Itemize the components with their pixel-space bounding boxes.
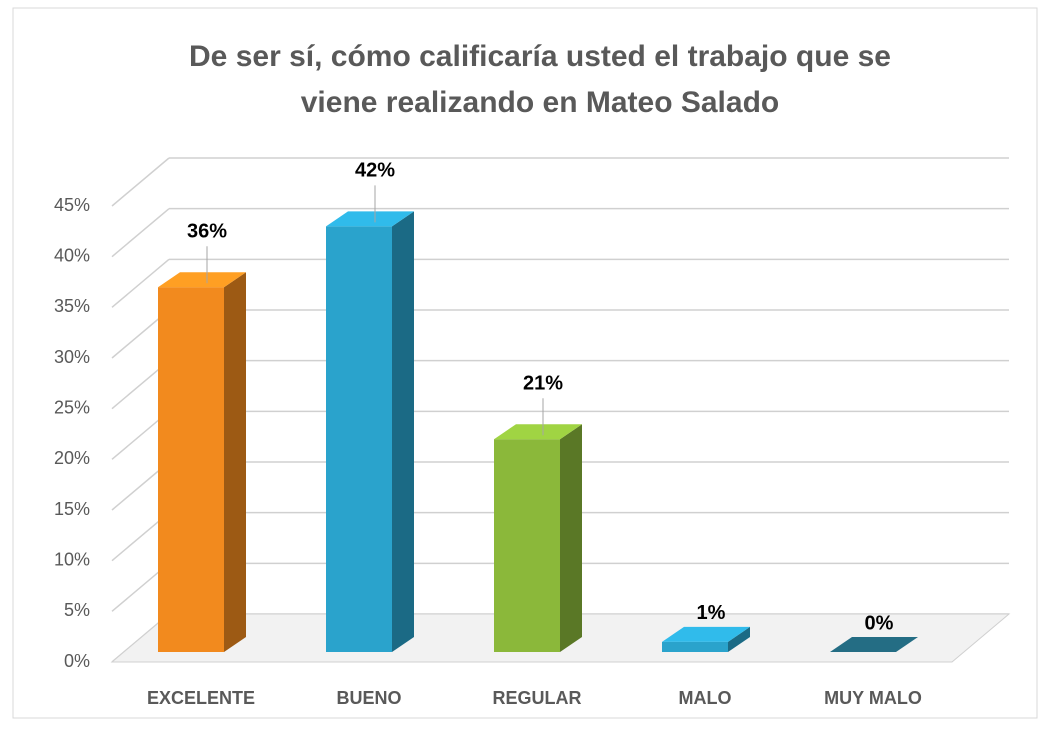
bar-top	[662, 626, 750, 642]
bar	[494, 424, 582, 652]
x-tick-label: MUY MALO	[824, 688, 922, 708]
bar-side	[224, 272, 246, 652]
bar-top	[494, 424, 582, 440]
bar-front	[494, 439, 560, 652]
grid-line	[111, 208, 170, 258]
bar-top	[326, 211, 414, 227]
bar-top	[158, 272, 246, 288]
y-tick-label: 20%	[54, 448, 90, 468]
x-tick-label: BUENO	[336, 688, 401, 708]
y-tick-label: 40%	[54, 245, 90, 265]
x-tick-label: REGULAR	[493, 688, 582, 708]
bar-side	[392, 211, 414, 652]
bar	[830, 637, 918, 652]
bar-side	[728, 626, 750, 652]
value-label: 36%	[187, 220, 227, 242]
grid-line	[111, 258, 170, 308]
y-tick-label: 15%	[54, 499, 90, 519]
y-tick-label: 45%	[54, 195, 90, 215]
y-tick-label: 35%	[54, 296, 90, 316]
value-label: 42%	[355, 160, 395, 182]
x-tick-label: EXCELENTE	[147, 688, 255, 708]
chart-title: De ser sí, cómo calificaría usted el tra…	[189, 40, 891, 73]
value-label: 21%	[523, 372, 563, 394]
bar-front	[158, 287, 224, 652]
bar-front	[326, 226, 392, 652]
bar	[326, 211, 414, 652]
value-label: 0%	[865, 612, 894, 634]
y-tick-label: 25%	[54, 397, 90, 417]
x-tick-label: MALO	[679, 688, 732, 708]
y-tick-label: 10%	[54, 549, 90, 569]
y-tick-label: 30%	[54, 347, 90, 367]
bar-top	[830, 637, 918, 652]
bar-side	[560, 424, 582, 652]
grid-line	[111, 157, 170, 207]
chart-title: viene realizando en Mateo Salado	[301, 86, 779, 119]
bar	[158, 272, 246, 652]
value-label: 1%	[697, 602, 726, 624]
bar	[662, 626, 750, 652]
y-tick-label: 0%	[64, 651, 90, 671]
y-tick-label: 5%	[64, 600, 90, 620]
bar-front	[662, 641, 728, 652]
